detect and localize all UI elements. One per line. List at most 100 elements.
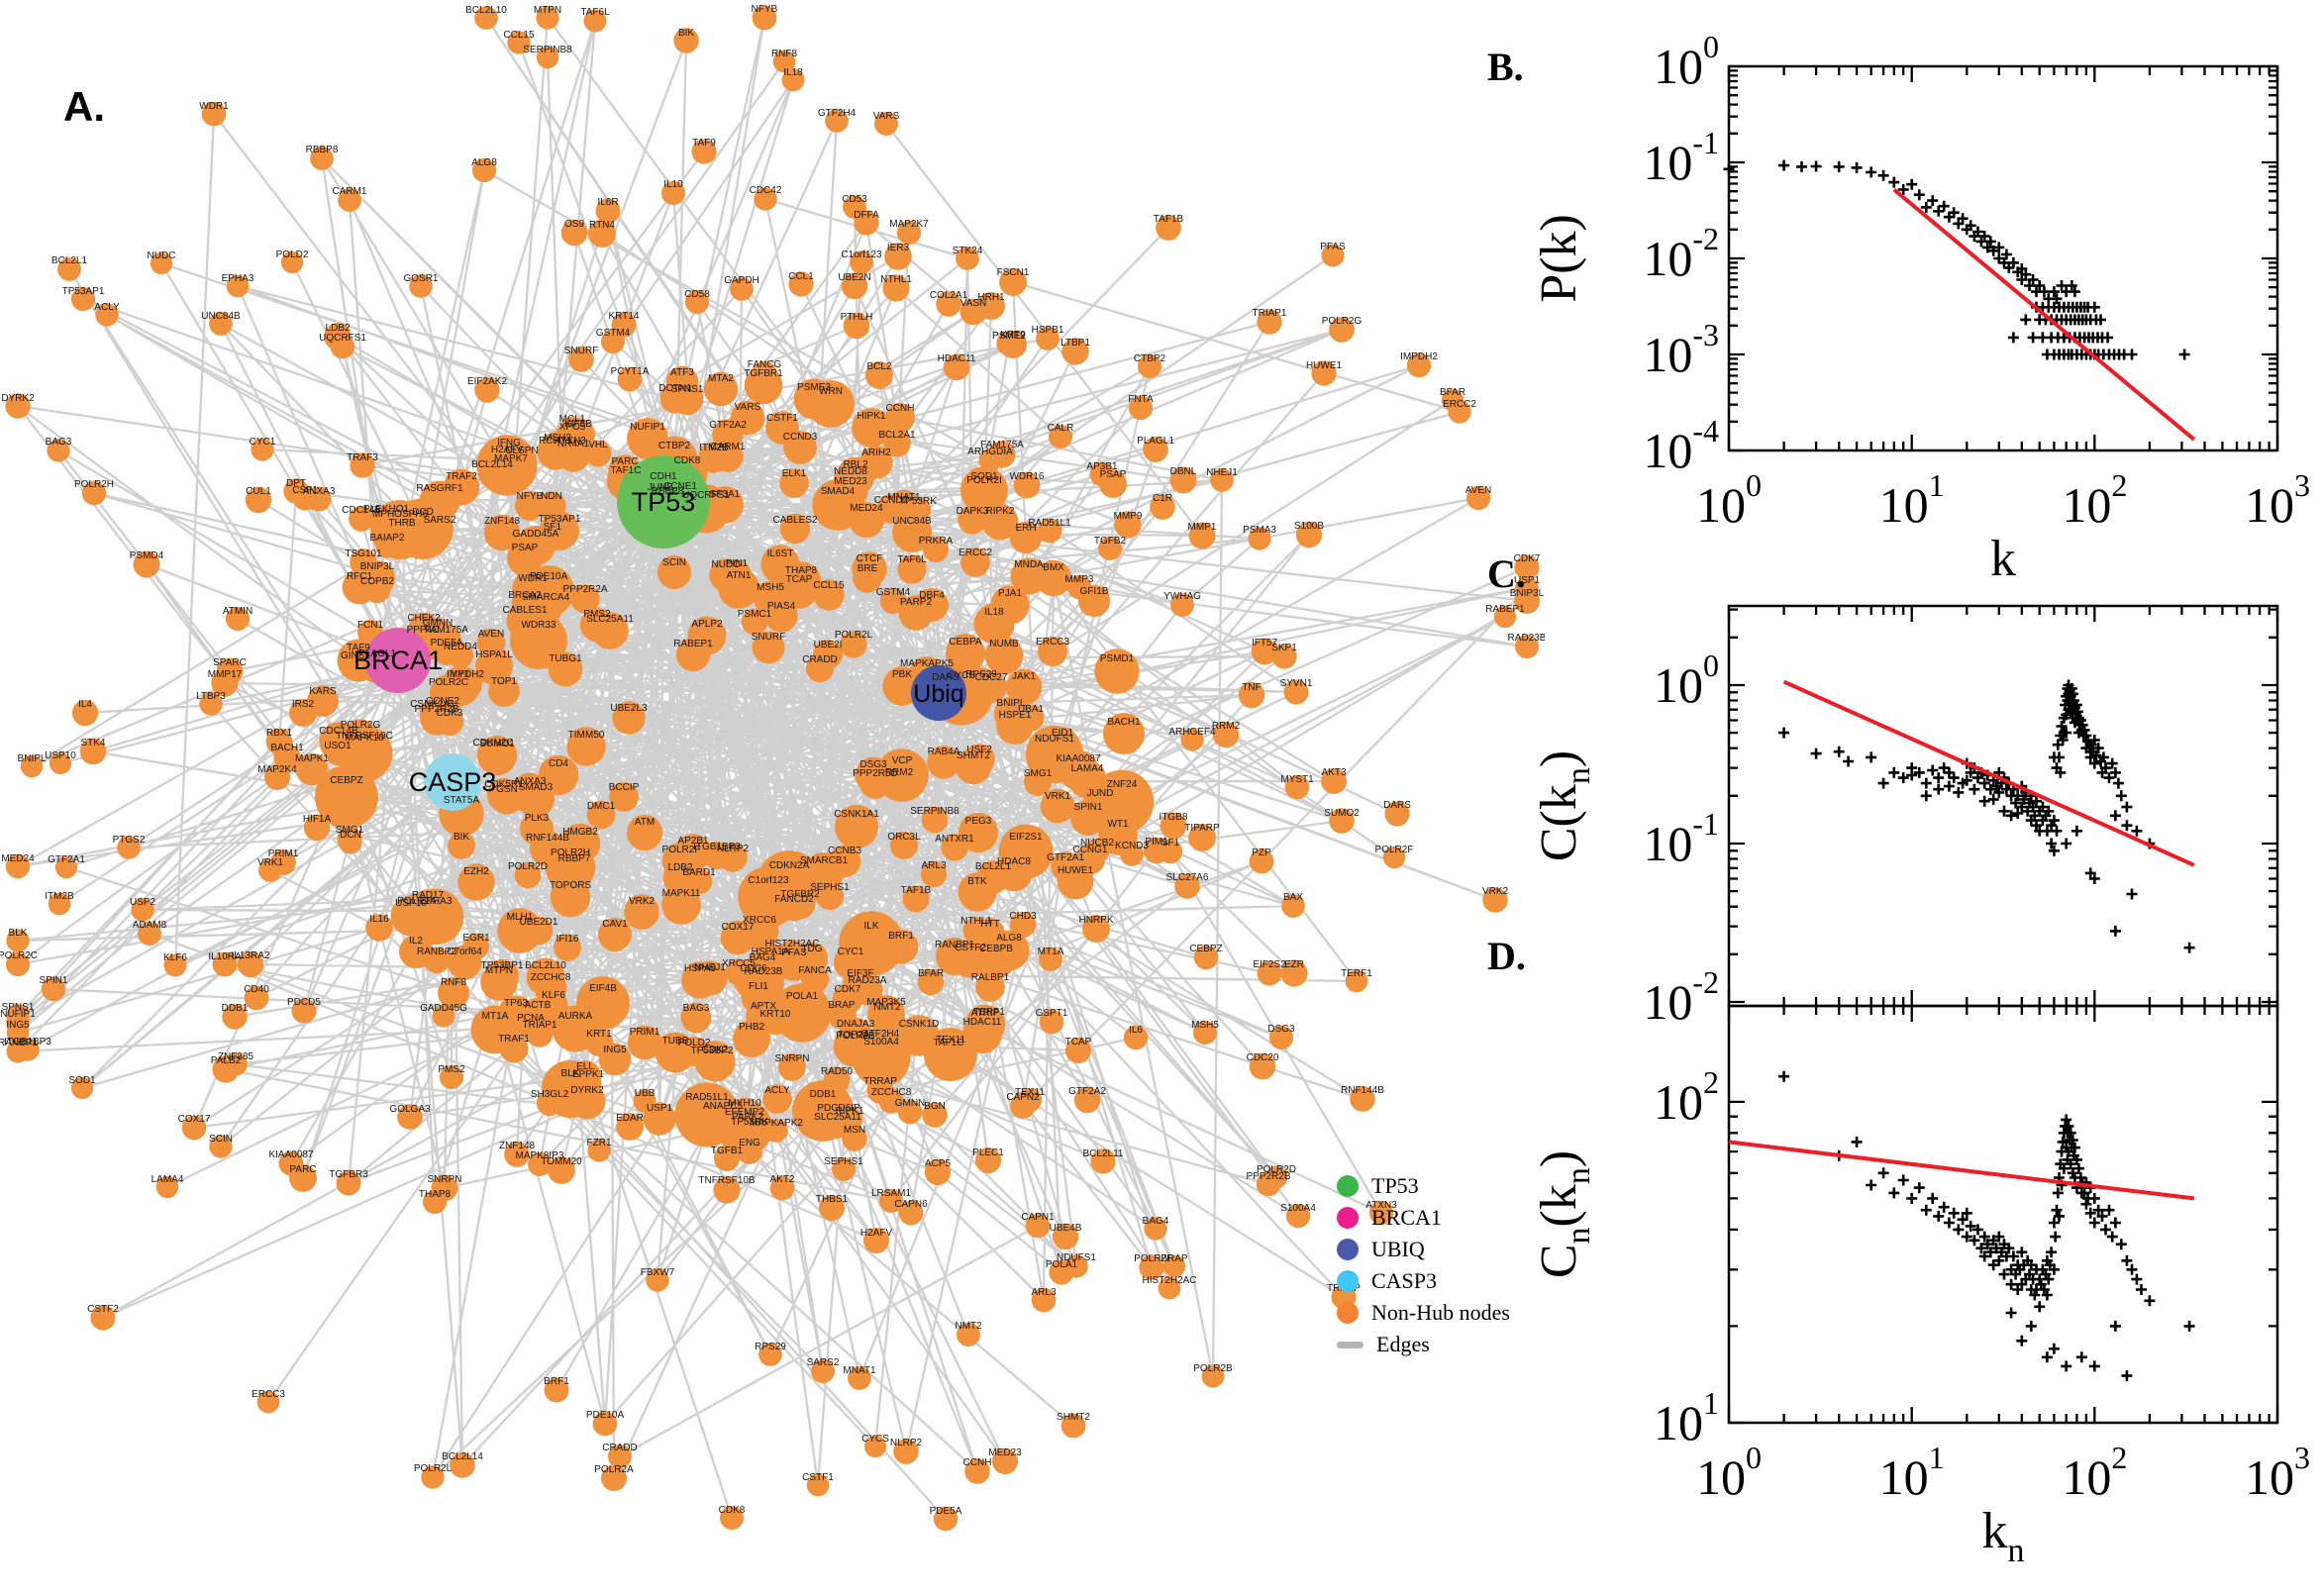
svg-text:SHMT2: SHMT2 bbox=[1057, 1412, 1090, 1423]
network-node bbox=[1090, 1148, 1116, 1174]
svg-text:TEX11: TEX11 bbox=[1015, 1087, 1045, 1098]
svg-text:ARL3: ARL3 bbox=[921, 860, 946, 871]
svg-text:ELL: ELL bbox=[576, 1061, 594, 1072]
network-node bbox=[538, 754, 579, 796]
svg-text:CYCS: CYCS bbox=[948, 670, 975, 681]
network-node bbox=[49, 751, 72, 775]
svg-text:WT1: WT1 bbox=[1107, 819, 1129, 830]
svg-text:BLK: BLK bbox=[561, 1068, 580, 1079]
svg-text:KIAA0087: KIAA0087 bbox=[268, 1149, 313, 1160]
svg-text:TNFRSF10C: TNFRSF10C bbox=[336, 731, 393, 742]
network-node bbox=[883, 430, 911, 457]
network-node bbox=[595, 198, 621, 224]
svg-text:ZNF385: ZNF385 bbox=[218, 1051, 254, 1062]
network-node bbox=[740, 911, 779, 950]
svg-text:SEPHS1: SEPHS1 bbox=[810, 882, 850, 893]
svg-text:TRAF3: TRAF3 bbox=[347, 452, 378, 463]
svg-text:BCL2A1: BCL2A1 bbox=[878, 430, 916, 441]
svg-text:MYH10: MYH10 bbox=[728, 1098, 761, 1109]
network-node bbox=[752, 360, 777, 386]
svg-text:BCL2L10: BCL2L10 bbox=[525, 960, 566, 971]
svg-text:NDUFS1: NDUFS1 bbox=[1057, 1252, 1096, 1263]
network-node bbox=[536, 46, 559, 69]
svg-text:CEBPB: CEBPB bbox=[979, 944, 1013, 954]
svg-text:BAG3: BAG3 bbox=[46, 437, 72, 448]
network-node bbox=[772, 983, 832, 1043]
svg-text:ARHGDIA: ARHGDIA bbox=[967, 447, 1013, 457]
network-node bbox=[1271, 644, 1297, 669]
network-node bbox=[1188, 824, 1216, 851]
svg-text:PHB2: PHB2 bbox=[739, 1022, 765, 1033]
svg-text:SNURF: SNURF bbox=[564, 346, 598, 356]
network-node bbox=[6, 929, 30, 952]
svg-text:NMT2: NMT2 bbox=[955, 1321, 982, 1332]
network-node bbox=[1350, 1086, 1375, 1112]
svg-text:PSMA3: PSMA3 bbox=[1243, 525, 1276, 536]
network-node bbox=[520, 812, 554, 846]
network-nodes bbox=[5, 5, 1540, 1532]
svg-text:EFEMP2: EFEMP2 bbox=[725, 1107, 764, 1118]
network-node bbox=[718, 567, 759, 609]
network-node bbox=[737, 1139, 762, 1164]
network-node bbox=[752, 631, 785, 664]
hub-label-ubiq: Ubiq bbox=[913, 680, 963, 708]
network-node bbox=[432, 1004, 455, 1028]
svg-text:KIAA0087: KIAA0087 bbox=[1056, 753, 1100, 764]
svg-text:SLC25A11: SLC25A11 bbox=[586, 614, 634, 625]
network-node bbox=[968, 473, 1000, 505]
svg-text:SLC27A6: SLC27A6 bbox=[1166, 872, 1209, 883]
svg-text:C1orf123: C1orf123 bbox=[748, 875, 789, 886]
svg-text:ITGB8: ITGB8 bbox=[1160, 812, 1188, 823]
svg-text:SOD1: SOD1 bbox=[68, 1075, 96, 1086]
svg-text:ACLY: ACLY bbox=[94, 302, 120, 313]
tick-label: 102 bbox=[2062, 467, 2127, 533]
svg-text:CDK7: CDK7 bbox=[835, 984, 861, 995]
svg-text:RRM2: RRM2 bbox=[1212, 721, 1241, 732]
svg-text:EIF2AK2: EIF2AK2 bbox=[467, 376, 507, 387]
network-node bbox=[963, 744, 995, 775]
svg-text:ATRIP: ATRIP bbox=[971, 1008, 1000, 1019]
svg-text:CCNH: CCNH bbox=[963, 1457, 992, 1468]
svg-text:TSG101: TSG101 bbox=[345, 549, 382, 559]
svg-text:PPP4C: PPP4C bbox=[407, 625, 440, 636]
network-node bbox=[984, 636, 1024, 675]
network-node bbox=[626, 814, 663, 851]
network-node bbox=[1382, 846, 1406, 869]
svg-text:SMG1: SMG1 bbox=[336, 825, 364, 836]
svg-text:ARHGEF4: ARHGEF4 bbox=[1168, 727, 1216, 738]
svg-text:BACH1: BACH1 bbox=[1107, 717, 1141, 728]
svg-text:SF1: SF1 bbox=[1162, 838, 1180, 848]
network-node bbox=[548, 1156, 575, 1184]
network-node bbox=[736, 1117, 763, 1145]
network-node bbox=[762, 1084, 792, 1114]
svg-text:RNF8: RNF8 bbox=[771, 49, 798, 59]
svg-text:LDB2: LDB2 bbox=[325, 323, 350, 334]
svg-text:DAPK3: DAPK3 bbox=[957, 506, 989, 517]
network-node bbox=[712, 441, 744, 472]
svg-text:COL2A1: COL2A1 bbox=[930, 290, 968, 301]
network-node bbox=[1465, 485, 1491, 511]
svg-text:CEBPZ: CEBPZ bbox=[330, 775, 362, 786]
network-node bbox=[303, 814, 331, 842]
svg-text:GOSR1: GOSR1 bbox=[403, 273, 438, 284]
svg-text:KLF6: KLF6 bbox=[542, 990, 565, 1001]
svg-text:BRCA2: BRCA2 bbox=[508, 590, 542, 601]
svg-text:ERH: ERH bbox=[1015, 523, 1036, 534]
legend-item-casp3: CASP3 bbox=[1337, 1265, 1510, 1297]
network-node bbox=[441, 666, 480, 706]
svg-text:SERPINB8: SERPINB8 bbox=[523, 45, 572, 55]
network-node bbox=[337, 826, 362, 851]
svg-text:NLRP2: NLRP2 bbox=[890, 1438, 923, 1448]
network-node bbox=[1144, 1217, 1167, 1241]
svg-text:PFAS: PFAS bbox=[1320, 242, 1346, 252]
network-node bbox=[392, 498, 454, 559]
svg-text:THAP8: THAP8 bbox=[419, 1189, 452, 1200]
svg-text:CDKN2A: CDKN2A bbox=[769, 860, 810, 871]
svg-text:PLAGL1: PLAGL1 bbox=[1137, 436, 1174, 447]
svg-text:BCL2L14: BCL2L14 bbox=[442, 1451, 483, 1462]
svg-text:YWHAG: YWHAG bbox=[1163, 591, 1201, 602]
svg-text:PEG3: PEG3 bbox=[965, 816, 992, 827]
network-node bbox=[5, 853, 31, 879]
svg-text:MAPK10: MAPK10 bbox=[345, 733, 384, 744]
svg-text:PIM1: PIM1 bbox=[1145, 837, 1168, 848]
